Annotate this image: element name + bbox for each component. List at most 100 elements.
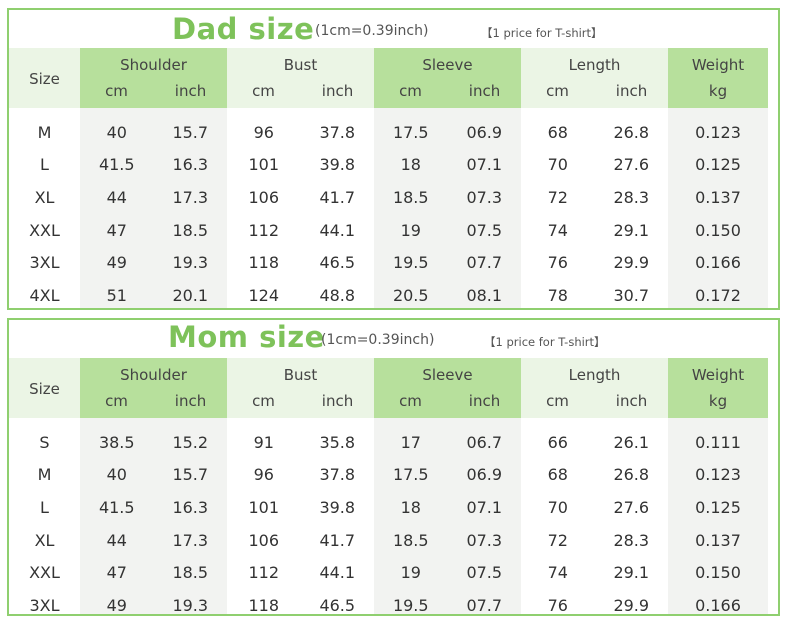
table-row: XL 44 17.3 106 41.7 18.5 07.3 72 28.3 0.137 [9,181,778,214]
value-cell: 49 [106,595,127,615]
value-cell: 06.9 [466,465,503,485]
table-row: L 41.5 16.3 101 39.8 18 07.1 70 27.6 0.125 [9,149,778,182]
value-cell: 29.9 [613,253,650,273]
size-cell: XL [34,530,55,550]
value-cell: 17 [400,432,421,452]
value-cell: 18.5 [392,187,429,207]
value-cell: 91 [253,432,274,452]
value-cell: 0.125 [695,155,741,175]
header-cm: cm [399,82,422,100]
value-cell: 47 [106,563,127,583]
value-cell: 48.8 [319,285,356,305]
value-cell: 18.5 [172,563,209,583]
table-row: 4XL 51 20.1 124 48.8 20.5 08.1 78 30.7 0.172 [9,279,778,312]
value-cell: 41.5 [98,497,135,517]
value-cell: 17.5 [392,465,429,485]
size-cell: 4XL [29,285,60,305]
table-title: Dad size [172,12,315,46]
value-cell: 41.5 [98,155,135,175]
value-cell: 44 [106,187,127,207]
header-inch: inch [468,82,501,100]
value-cell: 46.5 [319,253,356,273]
value-cell: 96 [253,122,274,142]
value-cell: 112 [248,563,280,583]
header-length: Length cm inch [521,48,668,108]
header-row: Size Shoulder cm inch Bust cm inch Sleev… [9,48,778,108]
value-cell: 112 [248,220,280,240]
value-cell: 68 [547,122,568,142]
value-cell: 0.172 [695,285,741,305]
value-cell: 49 [106,253,127,273]
value-cell: 38.5 [98,432,135,452]
value-cell: 118 [248,253,280,273]
header-inch: inch [468,392,501,410]
value-cell: 19 [400,220,421,240]
value-cell: 66 [547,432,568,452]
value-cell: 18 [400,155,421,175]
header-shoulder: Shoulder cm inch [80,48,227,108]
value-cell: 29.1 [613,220,650,240]
header-inch: inch [174,82,207,100]
header-inch: inch [174,392,207,410]
value-cell: 17.5 [392,122,429,142]
value-cell: 15.7 [172,465,209,485]
size-cell: L [40,497,49,517]
header-sleeve: Sleeve cm inch [374,48,521,108]
size-cell: XXL [29,220,60,240]
value-cell: 41.7 [319,530,356,550]
value-cell: 44.1 [319,220,356,240]
header-cm: cm [399,392,422,410]
value-cell: 06.9 [466,122,503,142]
value-cell: 44 [106,530,127,550]
header-size: Size [9,358,80,418]
header-sleeve: Sleeve cm inch [374,358,521,418]
value-cell: 76 [547,253,568,273]
header-cm: cm [105,392,128,410]
value-cell: 96 [253,465,274,485]
value-cell: 16.3 [172,155,209,175]
value-cell: 07.1 [466,155,503,175]
value-cell: 19.3 [172,595,209,615]
size-cell: XL [34,187,55,207]
dad-size-table: Dad size (1cm=0.39inch) 【1 price for T-s… [7,8,780,310]
value-cell: 19.5 [392,595,429,615]
value-cell: 44.1 [319,563,356,583]
header-length: Length cm inch [521,358,668,418]
header-inch: inch [321,392,354,410]
size-grid: Size Shoulder cm inch Bust cm inch Sleev… [9,358,778,615]
table-title: Mom size [168,320,325,354]
value-cell: 18.5 [392,530,429,550]
value-cell: 35.8 [319,432,356,452]
header-bust: Bust cm inch [227,358,374,418]
value-cell: 0.166 [695,595,741,615]
value-cell: 28.3 [613,530,650,550]
header-shoulder: Shoulder cm inch [80,358,227,418]
value-cell: 07.3 [466,187,503,207]
table-body: S 38.5 15.2 91 35.8 17 06.7 66 26.1 0.111 M 40 15.7 9… [9,426,778,622]
header-cm: cm [252,82,275,100]
value-cell: 0.123 [695,465,741,485]
table-row: 3XL 49 19.3 118 46.5 19.5 07.7 76 29.9 0.166 [9,589,778,622]
value-cell: 46.5 [319,595,356,615]
header-inch: inch [615,392,648,410]
value-cell: 18.5 [172,220,209,240]
mom-size-table: Mom size (1cm=0.39inch) 【1 price for T-s… [7,318,780,616]
value-cell: 20.1 [172,285,209,305]
value-cell: 08.1 [466,285,503,305]
value-cell: 27.6 [613,155,650,175]
size-cell: M [37,465,52,485]
value-cell: 07.3 [466,530,503,550]
table-row: XXL 47 18.5 112 44.1 19 07.5 74 29.1 0.150 [9,214,778,247]
value-cell: 07.5 [466,563,503,583]
value-cell: 07.1 [466,497,503,517]
size-cell: 3XL [29,253,60,273]
header-cm: cm [546,82,569,100]
value-cell: 72 [547,530,568,550]
value-cell: 68 [547,465,568,485]
header-inch: inch [615,82,648,100]
value-cell: 40 [106,465,127,485]
value-cell: 27.6 [613,497,650,517]
header-cm: cm [252,392,275,410]
value-cell: 06.7 [466,432,503,452]
value-cell: 51 [106,285,127,305]
